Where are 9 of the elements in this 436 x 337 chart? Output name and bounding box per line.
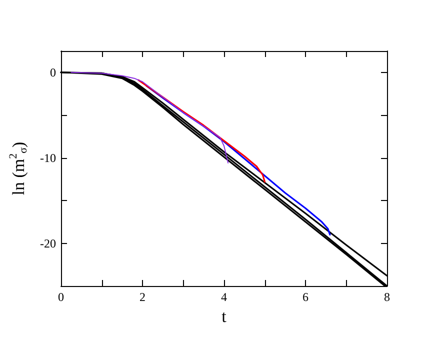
y-tick-label: -20 [40, 236, 56, 250]
x-tick-label: 2 [140, 290, 146, 304]
x-axis-title: t [222, 306, 227, 326]
x-tick-label: 4 [221, 290, 227, 304]
x-tick-label: 6 [302, 290, 308, 304]
y-axis-title: ln (m2σ) [8, 142, 30, 196]
y-tick-label: -10 [40, 150, 56, 165]
y-tick-label: 0 [50, 65, 56, 80]
x-tick-label: 8 [384, 290, 390, 304]
